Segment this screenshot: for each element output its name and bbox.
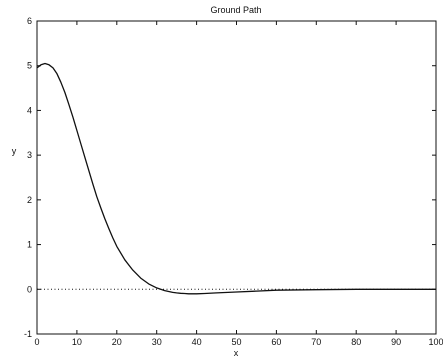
x-tick-label: 80 bbox=[351, 337, 361, 347]
x-axis: 0 10 20 30 40 50 60 70 80 90 100 bbox=[34, 21, 443, 347]
y-tick-label: 1 bbox=[27, 240, 32, 250]
x-tick-label: 30 bbox=[152, 337, 162, 347]
plot-frame bbox=[36, 20, 437, 335]
x-tick-label: 90 bbox=[391, 337, 401, 347]
y-tick-label: -1 bbox=[24, 329, 32, 339]
x-axis-label: x bbox=[234, 348, 239, 357]
y-tick-label: 6 bbox=[27, 16, 32, 26]
x-tick-label: 60 bbox=[271, 337, 281, 347]
x-tick-label: 20 bbox=[112, 337, 122, 347]
y-tick-label: 3 bbox=[27, 150, 32, 160]
y-tick-label: 2 bbox=[27, 195, 32, 205]
x-tick-label: 70 bbox=[311, 337, 321, 347]
y-axis-label: y bbox=[12, 146, 17, 156]
x-tick-label: 50 bbox=[231, 337, 241, 347]
x-tick-label: 0 bbox=[34, 337, 39, 347]
x-tick-label: 100 bbox=[428, 337, 443, 347]
y-tick-label: 4 bbox=[27, 105, 32, 115]
chart-title: Ground Path bbox=[210, 5, 261, 15]
y-tick-label: 5 bbox=[27, 61, 32, 71]
x-tick-label: 10 bbox=[72, 337, 82, 347]
x-tick-label: 40 bbox=[192, 337, 202, 347]
y-axis: -1 0 1 2 3 4 5 6 bbox=[24, 16, 436, 339]
series-layer bbox=[36, 62, 436, 295]
y-tick-label: 0 bbox=[27, 284, 32, 294]
ground-path-line bbox=[36, 62, 436, 295]
